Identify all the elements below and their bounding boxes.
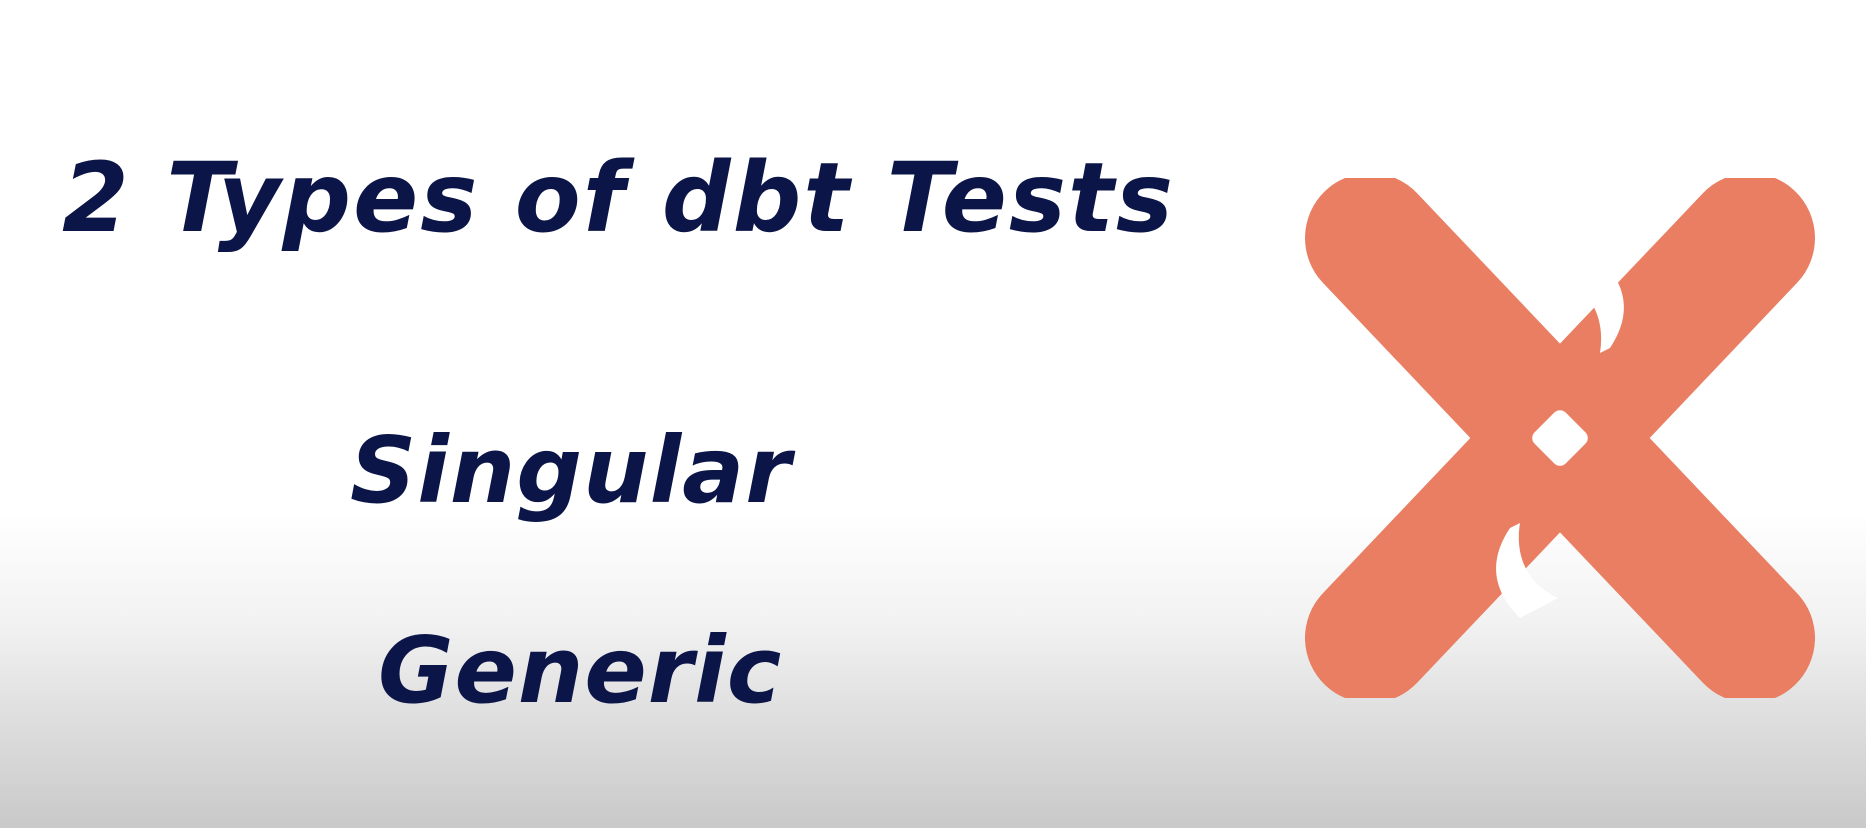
logo-notch-top: [1562, 258, 1624, 353]
test-type-generic: Generic: [378, 617, 783, 724]
dbt-logo-icon: [1305, 178, 1815, 698]
logo-center-diamond: [1532, 410, 1588, 466]
dbt-logo-shape: [1305, 178, 1815, 698]
test-type-singular: Singular: [350, 417, 792, 524]
logo-notch-bottom: [1496, 523, 1558, 618]
slide-title: 2 Types of dbt Tests: [62, 142, 1176, 254]
